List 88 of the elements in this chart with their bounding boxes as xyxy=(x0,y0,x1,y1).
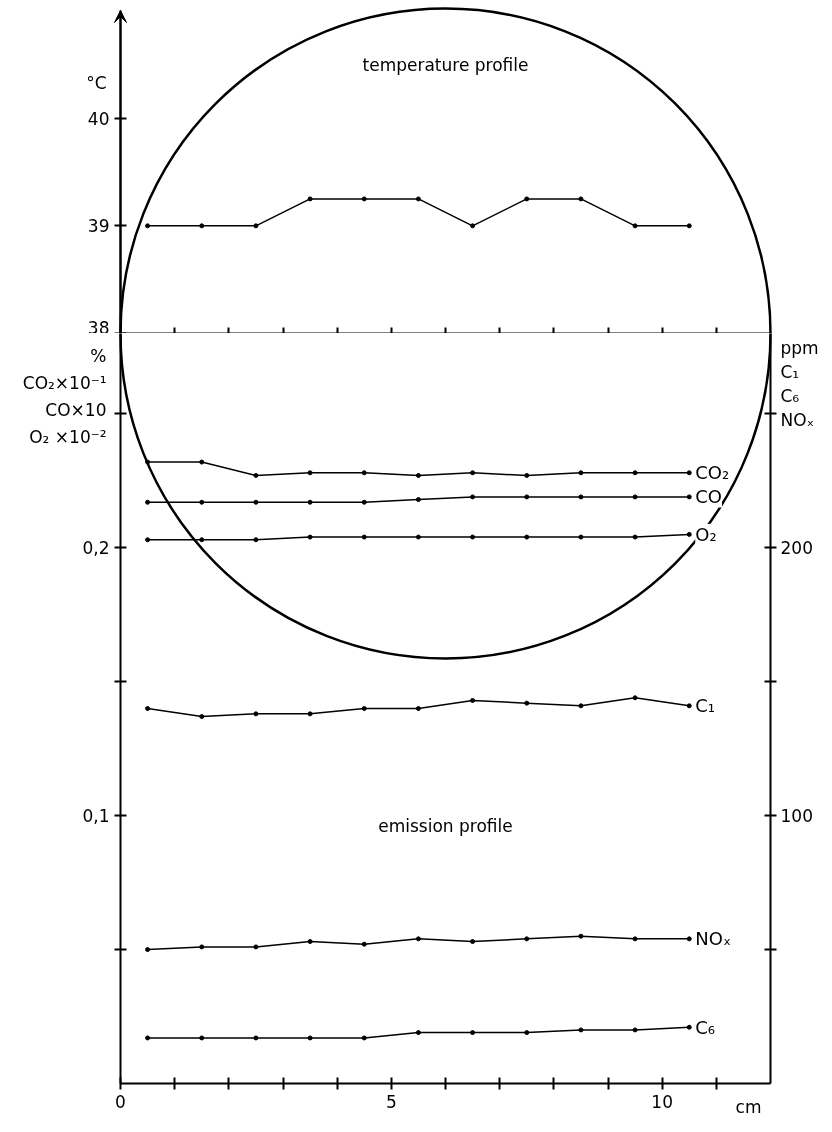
y2-axis-title: ppm C₁ C₆ NOₓ xyxy=(780,337,819,430)
point xyxy=(686,470,692,476)
point xyxy=(578,703,584,709)
point xyxy=(307,939,313,945)
point xyxy=(199,1035,205,1041)
point xyxy=(253,944,259,950)
point xyxy=(578,933,584,939)
point xyxy=(199,714,205,720)
point xyxy=(361,1035,367,1041)
point xyxy=(145,947,151,953)
point xyxy=(632,1027,638,1033)
annotation: temperature profile xyxy=(362,55,529,76)
series-label: CO xyxy=(695,486,722,508)
x-tick-label: 10 xyxy=(651,1091,673,1112)
series-label: CO₂ xyxy=(695,462,730,484)
point xyxy=(145,1035,151,1041)
point xyxy=(199,537,205,543)
point xyxy=(415,497,421,503)
series-label: C₁ xyxy=(695,695,716,717)
point xyxy=(632,695,638,701)
x-axis-title: cm xyxy=(735,1096,762,1117)
y-tick-label: 0,2 xyxy=(82,538,110,559)
x-tick-label: 5 xyxy=(385,1091,397,1112)
point xyxy=(253,1035,259,1041)
x-tick-label: 0 xyxy=(115,1091,126,1112)
y-tick-label: 39 xyxy=(87,216,110,237)
point xyxy=(307,711,313,717)
point xyxy=(524,494,530,500)
point xyxy=(524,1030,530,1036)
point xyxy=(415,472,421,478)
point xyxy=(415,534,421,540)
point xyxy=(415,706,421,711)
point xyxy=(632,534,638,540)
point xyxy=(361,499,367,505)
point xyxy=(361,534,367,540)
point xyxy=(470,494,476,500)
point xyxy=(686,703,692,709)
point xyxy=(145,459,151,465)
point xyxy=(470,470,476,476)
point xyxy=(470,534,476,540)
point xyxy=(686,494,692,500)
point xyxy=(253,499,259,505)
point xyxy=(578,470,584,476)
point xyxy=(632,936,638,942)
series-label: C₆ xyxy=(695,1016,716,1038)
point xyxy=(686,936,692,942)
point xyxy=(470,1030,476,1036)
point xyxy=(253,711,259,717)
series-label: NOₓ xyxy=(695,928,731,950)
point xyxy=(524,534,530,540)
point xyxy=(524,472,530,478)
point xyxy=(361,706,367,711)
point xyxy=(307,1035,313,1041)
point xyxy=(632,494,638,500)
y-tick-label: 0,1 xyxy=(82,806,110,827)
point xyxy=(307,470,313,476)
point xyxy=(145,537,151,543)
point xyxy=(199,944,205,950)
point xyxy=(470,939,476,945)
y-tick-label: 40 xyxy=(87,108,110,129)
point xyxy=(632,470,638,476)
point xyxy=(686,1024,692,1030)
y-axis-title: % CO₂×10⁻¹ CO×10 O₂ ×10⁻² xyxy=(22,345,107,447)
point xyxy=(578,494,584,500)
annotation: emission profile xyxy=(378,816,513,836)
point xyxy=(145,706,151,711)
point xyxy=(253,537,259,543)
point xyxy=(199,499,205,505)
point xyxy=(470,697,476,703)
y-axis-title: °C xyxy=(86,72,107,93)
y2-tick-label: 200 xyxy=(780,538,813,559)
point xyxy=(145,499,151,505)
point xyxy=(253,472,259,478)
point xyxy=(524,700,530,706)
y2-tick-label: 100 xyxy=(780,806,813,827)
point xyxy=(578,534,584,540)
y-tick-label: 38 xyxy=(87,317,110,338)
point xyxy=(578,1027,584,1033)
point xyxy=(307,499,313,505)
point xyxy=(199,459,205,465)
point xyxy=(361,470,367,476)
point xyxy=(307,534,313,540)
point xyxy=(524,936,530,942)
point xyxy=(361,941,367,947)
series-label: O₂ xyxy=(695,523,717,545)
point xyxy=(415,936,421,942)
point xyxy=(415,1030,421,1036)
point xyxy=(686,531,692,537)
